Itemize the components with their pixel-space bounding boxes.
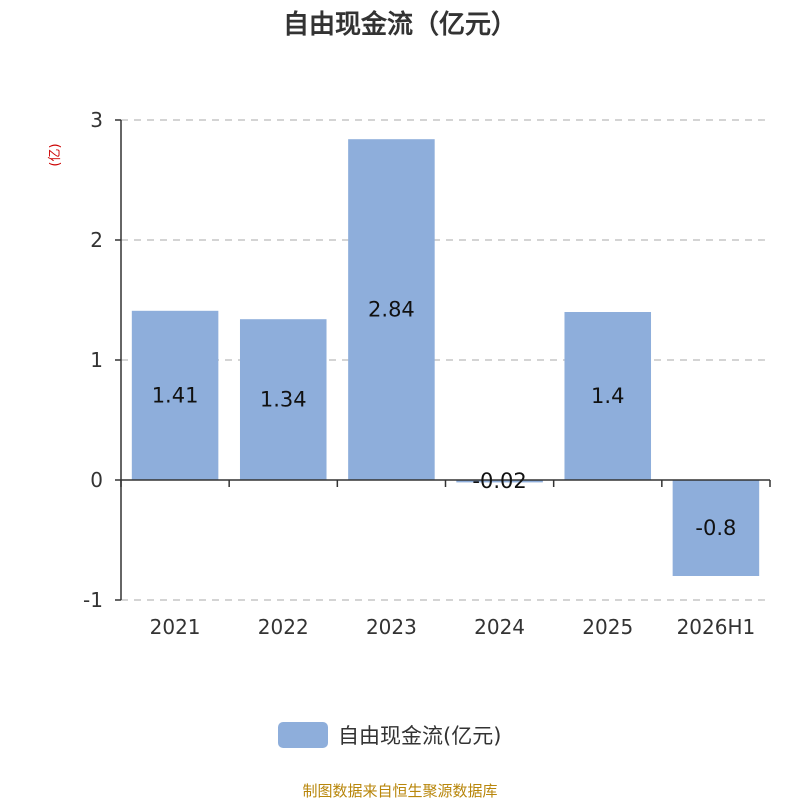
y-tick-label: 0 [90,468,103,492]
data-label: 1.34 [260,388,307,412]
source-note: 制图数据来自恒生聚源数据库 [302,782,497,800]
data-label: 1.41 [152,383,199,407]
legend[interactable]: 自由现金流(亿元) [278,722,501,748]
x-axis-ticks: 2021 2022 2023 2024 2025 2026H1 [120,480,771,639]
bars [131,139,760,576]
x-tick-label: 2021 [150,615,201,639]
bar-2024[interactable] [456,480,543,483]
data-labels: 1.41 1.34 2.84 -0.02 1.4 -0.8 [152,298,737,540]
bar-2026H1[interactable] [672,480,760,576]
data-label: 1.4 [591,384,624,408]
x-tick-label: 2025 [582,615,633,639]
data-label: 2.84 [368,298,415,322]
x-tick-label: 2022 [258,615,309,639]
y-tick-label: -1 [83,588,103,612]
y-axis-unit-label: (亿) [48,143,63,166]
legend-swatch[interactable] [278,722,328,748]
bar-2023[interactable] [348,139,435,480]
bar-2025[interactable] [564,312,652,480]
gridlines [121,119,770,601]
x-tick-label: 2023 [366,615,417,639]
y-tick-label: 1 [90,348,103,372]
y-axis-ticks: 3 2 1 0 -1 [83,108,121,612]
x-tick-label: 2026H1 [677,615,756,639]
x-tick-label: 2024 [474,615,525,639]
data-label: -0.8 [695,516,736,540]
y-tick-label: 3 [90,108,103,132]
bar-2021[interactable] [131,310,219,480]
chart-title: 自由现金流（亿元） [283,9,517,40]
legend-label[interactable]: 自由现金流(亿元) [338,724,501,748]
y-tick-label: 2 [90,228,103,252]
data-label: -0.02 [472,469,526,493]
bar-2022[interactable] [239,319,327,480]
